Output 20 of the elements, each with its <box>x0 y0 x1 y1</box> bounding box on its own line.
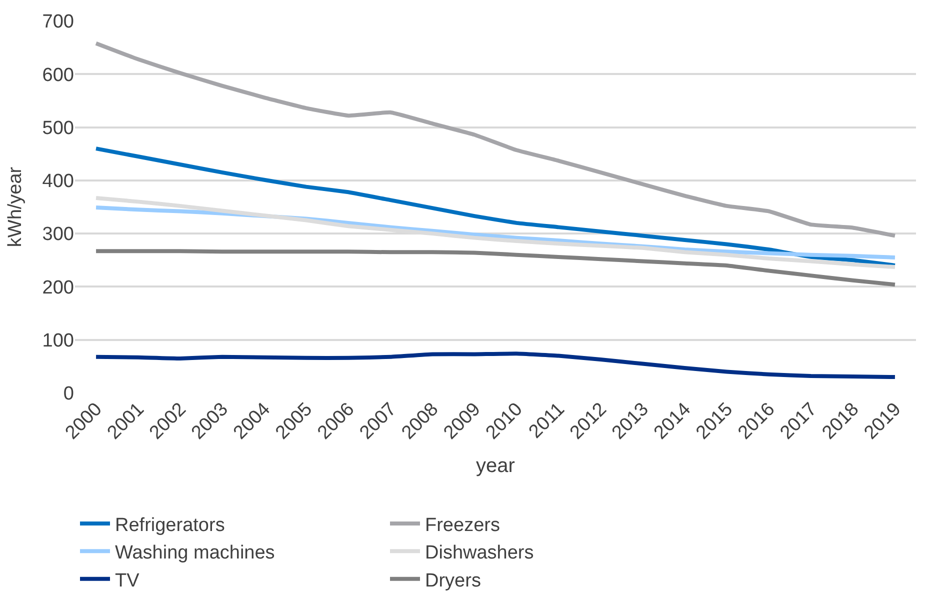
legend-label: TV <box>115 570 140 592</box>
x-axis-title: year <box>476 455 516 478</box>
line-series <box>94 41 897 238</box>
legend-label: Freezers <box>425 514 500 536</box>
line-series <box>94 249 897 287</box>
y-tick-label: 400 <box>42 171 74 192</box>
legend-label: Washing machines <box>115 542 275 564</box>
y-tick-label: 700 <box>42 12 74 33</box>
legend-label: Dishwashers <box>425 542 534 564</box>
y-tick-label: 0 <box>63 384 74 405</box>
y-tick-label: 600 <box>42 64 74 86</box>
y-tick-label: 300 <box>42 224 74 246</box>
y-tick-label: 200 <box>42 277 74 298</box>
y-tick-label: 100 <box>42 330 74 352</box>
legend-label: Refrigerators <box>115 514 225 536</box>
y-axis-title: kWh/year <box>5 166 26 248</box>
legend-label: Dryers <box>425 570 481 592</box>
line-series <box>94 146 897 268</box>
line-series <box>94 352 897 380</box>
y-tick-label: 500 <box>42 118 74 139</box>
